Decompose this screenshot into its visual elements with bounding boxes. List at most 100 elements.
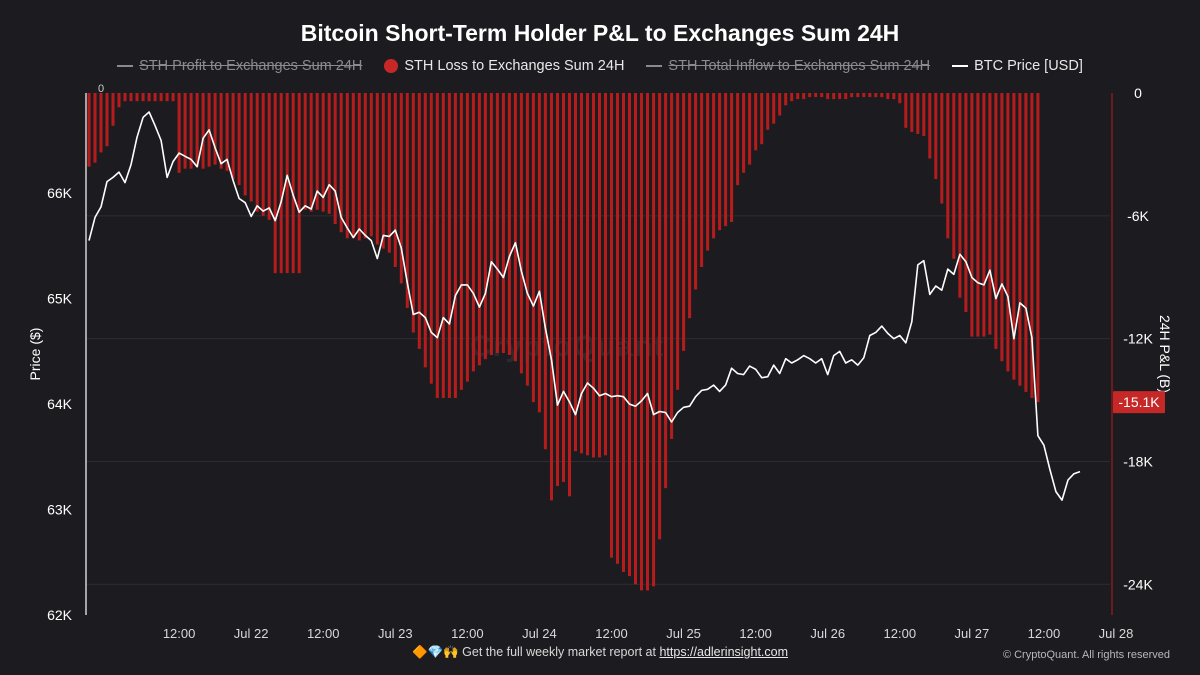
loss-bar [405,93,409,308]
loss-bar [1006,93,1010,372]
loss-bar [471,93,475,372]
legend-label: STH Loss to Exchanges Sum 24H [404,58,625,74]
loss-bar [880,93,884,98]
loss-bar [982,93,986,337]
loss-bar [718,93,722,231]
loss-bar [105,93,109,147]
loss-bar [285,93,289,274]
x-tick-label: Jul 27 [955,626,990,641]
loss-bar [327,93,331,214]
loss-bar [147,93,151,102]
loss-bar [958,93,962,298]
loss-bar [219,93,223,169]
y-right-tick-label: 0 [1134,85,1142,101]
loss-bar [808,93,812,98]
loss-bar [826,93,830,100]
x-tick-label: Jul 26 [810,626,845,641]
loss-bar [976,93,980,337]
loss-bar [261,93,265,216]
loss-bar [682,93,686,351]
loss-bar [477,93,481,366]
legend-dot-swatch [384,59,399,73]
loss-bar [357,93,361,241]
loss-bar [694,93,698,290]
loss-bar [628,93,631,577]
y-left-tick-label: 65K [47,291,73,307]
loss-bar [423,93,427,368]
legend-item-sth-total-inflow[interactable]: STH Total Inflow to Exchanges Sum 24H [646,58,930,74]
current-value-badge [1113,391,1165,414]
loss-bar [964,93,968,312]
footer: 🔶💎🙌 Get the full weekly market report at… [0,645,1200,660]
loss-bar [994,93,998,349]
loss-bar [1030,93,1034,398]
loss-bar [1000,93,1004,362]
legend-item-btc-price[interactable]: BTC Price [USD] [952,58,1083,74]
loss-bar [351,93,355,239]
loss-bar [664,93,668,489]
loss-bar [429,93,433,384]
legend-item-sth-loss[interactable]: STH Loss to Exchanges Sum 24H [384,58,624,74]
x-tick-label: Jul 28 [1099,626,1134,641]
loss-bar [111,93,115,126]
loss-bar [1024,93,1028,392]
loss-bar [634,93,637,585]
loss-bar [375,93,379,245]
loss-bar [1036,93,1040,403]
x-tick-label: 12:00 [739,626,772,641]
y-left-tick-label: 64K [47,396,73,412]
loss-bar [543,93,547,450]
legend-label: BTC Price [USD] [974,58,1083,74]
loss-bar [724,93,728,227]
loss-bar [363,93,367,239]
loss-bar [688,93,692,319]
loss-bar [910,93,914,132]
loss-bar [748,93,752,165]
x-tick-label: Jul 24 [522,626,557,641]
loss-bar [568,93,571,497]
loss-bar [99,93,103,153]
loss-bar [562,93,565,482]
loss-bar [1018,93,1022,386]
loss-bar [435,93,439,398]
loss-bar [381,93,385,249]
loss-bar [525,93,529,386]
loss-bar [303,93,307,210]
loss-bar [940,93,944,204]
loss-bar [507,93,511,355]
loss-bar [489,93,493,355]
loss-bar [537,93,541,413]
loss-bar [766,93,770,130]
loss-bar [706,93,710,251]
loss-bar [658,93,662,540]
x-tick-label: Jul 23 [378,626,413,641]
legend-item-sth-profit[interactable]: STH Profit to Exchanges Sum 24H [117,58,362,74]
loss-bar [922,93,926,136]
chart-title: Bitcoin Short-Term Holder P&L to Exchang… [300,20,900,46]
loss-bar [598,93,601,458]
loss-bar [519,93,523,374]
loss-bar [646,93,649,591]
x-tick-label: Jul 25 [666,626,701,641]
loss-bar [760,93,764,145]
footer-link[interactable]: https://adlerinsight.com [659,645,789,659]
btc-price-line [88,111,1081,501]
loss-bar [393,93,397,267]
loss-bar [622,93,625,572]
loss-bar [501,93,505,353]
y-right-tick-label: -18K [1123,453,1153,469]
x-tick-label: 12:00 [163,626,196,641]
loss-bar [778,93,782,116]
loss-bar [291,93,295,274]
loss-bar [321,93,325,212]
x-tick-label: Jul 22 [234,626,269,641]
loss-bar [604,93,607,456]
loss-bar [946,93,950,239]
loss-bar [592,93,595,458]
loss-bar [465,93,469,382]
loss-bar [417,93,421,349]
loss-bar [459,93,463,390]
loss-bar [856,93,860,98]
x-tick-label: 12:00 [1028,626,1061,641]
loss-bar [117,93,121,108]
